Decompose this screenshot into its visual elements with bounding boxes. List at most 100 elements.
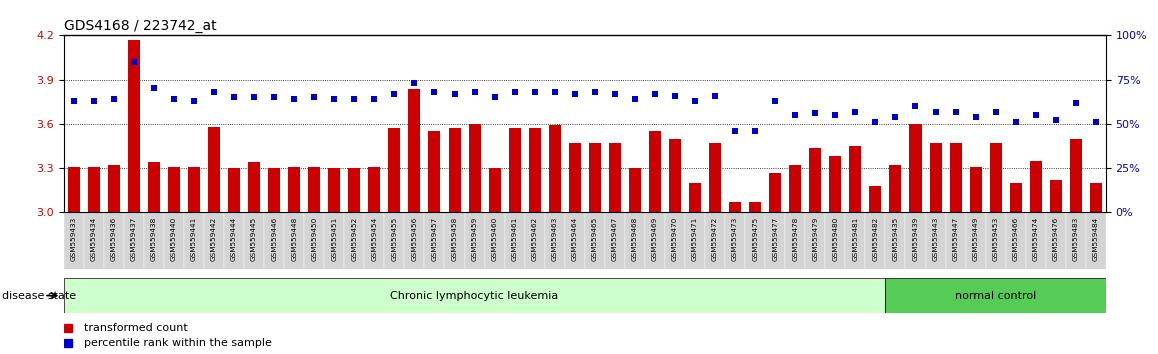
Bar — [223, 212, 244, 269]
Bar — [930, 143, 941, 212]
Text: percentile rank within the sample: percentile rank within the sample — [83, 338, 272, 348]
Text: GSM559455: GSM559455 — [391, 217, 397, 261]
Bar — [489, 168, 500, 212]
Text: GSM559450: GSM559450 — [312, 217, 317, 261]
Bar — [228, 168, 240, 212]
Text: GSM559477: GSM559477 — [772, 217, 778, 261]
Text: GSM559465: GSM559465 — [592, 217, 598, 261]
Text: GSM559470: GSM559470 — [672, 217, 677, 261]
Text: GSM559442: GSM559442 — [211, 217, 217, 261]
Bar — [1046, 212, 1065, 269]
Bar — [244, 212, 264, 269]
Bar — [525, 212, 544, 269]
Bar — [950, 143, 961, 212]
Text: GSM559460: GSM559460 — [492, 217, 498, 261]
Bar — [64, 278, 886, 313]
Bar — [288, 167, 300, 212]
Text: GSM559458: GSM559458 — [452, 217, 457, 261]
Bar — [448, 129, 461, 212]
Bar — [83, 212, 104, 269]
Bar — [1086, 212, 1106, 269]
Bar — [184, 212, 204, 269]
Bar — [164, 212, 184, 269]
Bar — [127, 40, 140, 212]
Bar — [349, 168, 360, 212]
Text: GSM559454: GSM559454 — [372, 217, 378, 261]
Text: GSM559463: GSM559463 — [551, 217, 558, 261]
Bar — [809, 148, 821, 212]
Text: GSM559482: GSM559482 — [872, 217, 879, 261]
Bar — [849, 146, 862, 212]
Text: GSM559445: GSM559445 — [251, 217, 257, 261]
Text: GSM559483: GSM559483 — [1072, 217, 1079, 261]
Bar — [104, 212, 124, 269]
Text: GSM559469: GSM559469 — [652, 217, 658, 261]
Bar — [464, 212, 484, 269]
Bar — [508, 129, 521, 212]
Bar — [588, 143, 601, 212]
Bar — [1050, 180, 1062, 212]
Text: GSM559438: GSM559438 — [151, 217, 156, 261]
Bar — [305, 212, 324, 269]
Bar — [108, 165, 119, 212]
Text: GDS4168 / 223742_at: GDS4168 / 223742_at — [64, 19, 217, 33]
Text: GSM559475: GSM559475 — [753, 217, 758, 261]
Text: GSM559461: GSM559461 — [512, 217, 518, 261]
Bar — [269, 168, 280, 212]
Text: GSM559481: GSM559481 — [852, 217, 858, 261]
Bar — [569, 143, 581, 212]
Text: GSM559434: GSM559434 — [90, 217, 97, 261]
Bar — [188, 167, 200, 212]
Bar — [88, 167, 100, 212]
Text: GSM559462: GSM559462 — [532, 217, 537, 261]
Text: GSM559478: GSM559478 — [792, 217, 798, 261]
Bar — [1010, 183, 1021, 212]
Bar — [765, 212, 785, 269]
Text: GSM559448: GSM559448 — [291, 217, 298, 261]
Bar — [324, 212, 344, 269]
Text: GSM559479: GSM559479 — [812, 217, 819, 261]
Text: GSM559451: GSM559451 — [331, 217, 337, 261]
Bar — [648, 131, 661, 212]
Text: GSM559440: GSM559440 — [171, 217, 177, 261]
Bar — [985, 212, 1005, 269]
Bar — [549, 125, 560, 212]
Bar — [865, 212, 886, 269]
Bar — [709, 143, 721, 212]
Bar — [725, 212, 745, 269]
Bar — [749, 202, 761, 212]
Bar — [67, 167, 80, 212]
Bar — [388, 129, 401, 212]
Bar — [705, 212, 725, 269]
Bar — [409, 88, 420, 212]
Bar — [1090, 183, 1102, 212]
Bar — [629, 168, 640, 212]
Bar — [264, 212, 284, 269]
Text: GSM559439: GSM559439 — [913, 217, 918, 261]
Bar — [645, 212, 665, 269]
Text: GSM559441: GSM559441 — [191, 217, 197, 261]
Text: GSM559452: GSM559452 — [351, 217, 358, 261]
Text: GSM559476: GSM559476 — [1053, 217, 1058, 261]
Bar — [284, 212, 305, 269]
Bar — [669, 139, 681, 212]
Text: GSM559457: GSM559457 — [432, 217, 438, 261]
Bar — [604, 212, 625, 269]
Bar — [689, 183, 701, 212]
Text: GSM559466: GSM559466 — [1013, 217, 1019, 261]
Bar — [208, 127, 220, 212]
Bar — [1029, 161, 1042, 212]
Bar — [909, 124, 922, 212]
Text: GSM559474: GSM559474 — [1033, 217, 1039, 261]
Bar — [469, 124, 481, 212]
Bar — [790, 165, 801, 212]
Bar — [384, 212, 404, 269]
Bar — [665, 212, 686, 269]
Bar — [204, 212, 223, 269]
Bar — [328, 168, 340, 212]
Text: GSM559456: GSM559456 — [411, 217, 417, 261]
Bar — [969, 167, 982, 212]
Bar — [625, 212, 645, 269]
Bar — [946, 212, 966, 269]
Bar — [425, 212, 445, 269]
